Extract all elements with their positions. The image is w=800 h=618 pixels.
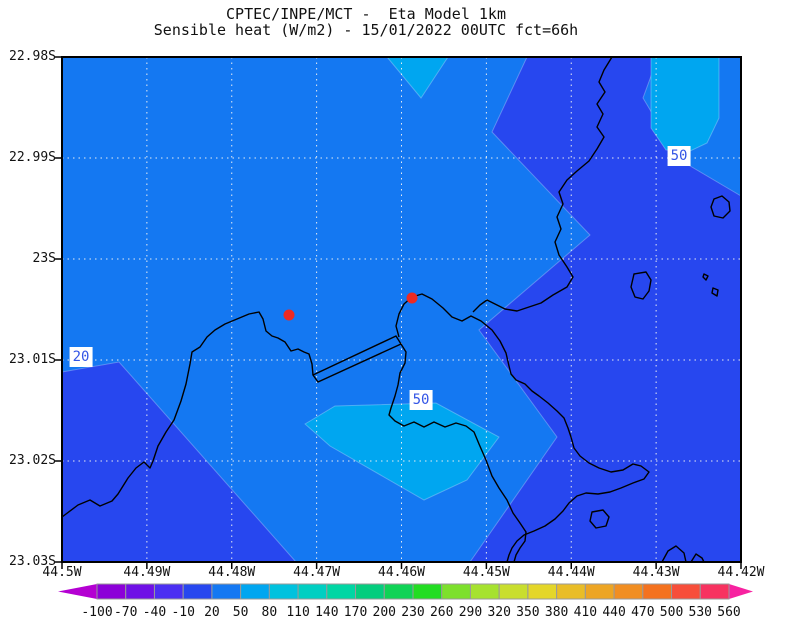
- y-tick-label: 22.99S: [9, 150, 56, 165]
- colorbar-arrow-right: [729, 584, 753, 599]
- colorbar-cell: [642, 583, 673, 600]
- colorbar-cell: [469, 583, 500, 600]
- colorbar-tick-label: -40: [143, 605, 166, 618]
- island-path: [661, 545, 687, 563]
- y-tick-label: 22.98S: [9, 49, 56, 64]
- colorbar-tick-label: 470: [631, 605, 654, 618]
- colorbar-tick-label: 50: [233, 605, 249, 618]
- colorbar-cell: [412, 583, 443, 600]
- band-50-80-center: [304, 402, 500, 501]
- colorbar-cell: [125, 583, 155, 600]
- band-50-80-top-right: [650, 56, 720, 153]
- colorbar-tick-label: 530: [689, 605, 712, 618]
- colorbar-cell: [584, 583, 615, 600]
- x-tick-label: 44.44W: [547, 565, 595, 580]
- colorbar-tick-label: 170: [344, 605, 367, 618]
- colorbar-cell: [527, 583, 558, 600]
- colorbar-tick-label: 260: [430, 605, 453, 618]
- x-tick-label: 44.46W: [378, 565, 425, 580]
- colorbar-tick-label: 290: [459, 605, 482, 618]
- colorbar-cell: [556, 583, 586, 600]
- colorbar-tick-label: 410: [574, 605, 597, 618]
- colorbar-tick-label: 380: [545, 605, 568, 618]
- x-tick-label: 44.47W: [293, 565, 341, 580]
- contour-label: 50: [667, 146, 691, 166]
- colorbar-cell: [441, 583, 471, 600]
- colorbar-cell: [498, 583, 529, 600]
- colorbar-cell: [671, 583, 701, 600]
- island-path: [710, 195, 731, 219]
- coastline-path: [472, 56, 613, 313]
- colorbar-arrow-left: [58, 584, 97, 599]
- coastline-path: [388, 343, 527, 563]
- x-tick-label: 44.43W: [632, 565, 680, 580]
- contour-label: 20: [69, 347, 93, 367]
- colorbar-cell: [240, 583, 270, 600]
- island-path: [589, 509, 610, 529]
- island-path: [690, 553, 705, 563]
- colorbar-tick-label: -100: [81, 605, 112, 618]
- island-path: [711, 287, 719, 297]
- colorbar-tick-label: 200: [373, 605, 396, 618]
- colorbar-tick-label: 80: [262, 605, 278, 618]
- colorbar-tick-label: 230: [401, 605, 424, 618]
- x-tick-label: 44.45W: [462, 565, 510, 580]
- x-tick-label: 44.49W: [123, 565, 171, 580]
- colorbar-cell: [297, 583, 328, 600]
- x-tick-label: 44.5W: [42, 565, 82, 580]
- colorbar-cell: [96, 583, 127, 600]
- contour-label: 50: [409, 390, 433, 410]
- colorbar-cell: [699, 583, 730, 600]
- colorbar-tick-label: 20: [204, 605, 220, 618]
- station-marker: [283, 309, 295, 321]
- coastline-path: [61, 311, 314, 518]
- colorbar-tick-label: 350: [516, 605, 539, 618]
- colorbar-cell: [326, 583, 357, 600]
- colorbar-cell: [613, 583, 644, 600]
- colorbar-tick-label: 110: [286, 605, 309, 618]
- island-path: [630, 271, 652, 300]
- colorbar-tick-label: 320: [487, 605, 510, 618]
- coastline-path: [395, 293, 650, 563]
- colorbar-cell: [182, 583, 213, 600]
- y-tick-label: 23.03S: [9, 554, 56, 569]
- colorbar-cell: [268, 583, 299, 600]
- y-tick-label: 23.02S: [9, 453, 56, 468]
- chart-title-line2: Sensible heat (W/m2) - 15/01/2022 00UTC …: [153, 21, 579, 39]
- colorbar-tick-label: -10: [171, 605, 194, 618]
- y-tick-label: 23.01S: [9, 352, 56, 367]
- y-tick-label: 23S: [32, 251, 56, 266]
- colorbar-tick-label: 500: [660, 605, 683, 618]
- island-path: [702, 273, 709, 281]
- colorbar-cell: [355, 583, 385, 600]
- chart-title-line1: CPTEC/INPE/MCT - Eta Model 1km: [226, 5, 506, 23]
- colorbar-tick-label: 440: [602, 605, 625, 618]
- colorbar-tick-label: 560: [717, 605, 740, 618]
- station-marker: [406, 292, 418, 304]
- colorbar-tick-label: 140: [315, 605, 338, 618]
- colorbar-cell: [153, 583, 184, 600]
- x-tick-label: 44.48W: [208, 565, 256, 580]
- colorbar-cell: [383, 583, 414, 600]
- x-tick-label: 44.42W: [717, 565, 765, 580]
- colorbar-tick-label: -70: [114, 605, 137, 618]
- colorbar-cell: [211, 583, 242, 600]
